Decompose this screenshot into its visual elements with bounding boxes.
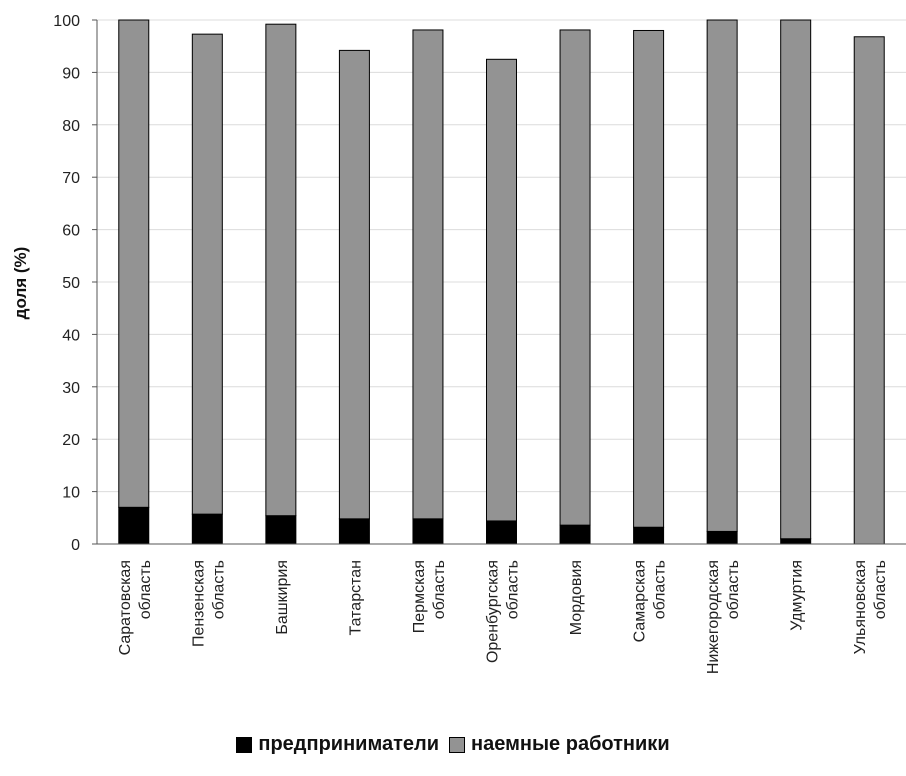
category-label: Нижегородская [705, 560, 722, 674]
category-label: Мордовия [568, 560, 585, 635]
category-label: Татарстан [347, 560, 364, 635]
y-tick-label: 20 [62, 432, 80, 449]
category-label: Самарская [632, 560, 649, 642]
category-label: область [505, 560, 522, 619]
y-tick-label: 50 [62, 275, 80, 292]
y-tick-label: 30 [62, 380, 80, 397]
y-tick-label: 80 [62, 118, 80, 135]
bar-entrepreneurs [780, 538, 812, 545]
category-label: Пермская [411, 560, 428, 633]
bar-entrepreneurs [706, 530, 738, 545]
legend-swatch-entrepreneurs [236, 736, 253, 753]
category-label: Башкирия [274, 560, 291, 635]
category-label: Саратовская [117, 560, 134, 655]
y-axis-label: доля (%) [11, 247, 30, 320]
category-label: область [431, 560, 448, 619]
category-labels: Саратовская область Пензенская область Башки… [117, 560, 889, 674]
bar-entrepreneurs [412, 518, 444, 545]
legend-label-entrepreneurs: предприниматели [258, 733, 440, 755]
bar-entrepreneurs [633, 526, 665, 545]
y-tick-label: 10 [62, 485, 80, 502]
bar-employees [191, 33, 223, 515]
bar-employees [706, 19, 738, 532]
category-label: область [210, 560, 227, 619]
y-tick-label: 60 [62, 223, 80, 240]
y-tick-label: 100 [53, 13, 80, 30]
legend-item-employees: наемные работники [449, 733, 670, 756]
legend-item-entrepreneurs: предприниматели [236, 733, 439, 756]
bar-employees [486, 58, 517, 522]
bar-entrepreneurs [559, 524, 591, 545]
bar-entrepreneurs [486, 520, 517, 545]
bar-employees [118, 19, 150, 508]
bar-employees [559, 29, 591, 526]
y-tick-label: 0 [71, 537, 80, 554]
bar-entrepreneurs [265, 515, 297, 545]
legend-label-employees: наемные работники [471, 733, 670, 755]
y-tick-labels: 0 10 20 30 40 50 60 70 80 90 100 [53, 13, 80, 554]
category-label: область [652, 560, 669, 619]
bar-employees [780, 19, 812, 540]
bar-employees [412, 29, 444, 520]
category-label: Оренбургская [485, 560, 502, 663]
y-tick-label: 90 [62, 65, 80, 82]
category-label: Пензенская [190, 560, 207, 647]
category-label: Ульяновская [852, 560, 869, 654]
bar-employees [338, 49, 370, 520]
y-tick-label: 70 [62, 170, 80, 187]
bar-employees [853, 36, 885, 545]
bars-group [118, 19, 885, 545]
y-tick-label: 40 [62, 327, 80, 344]
legend: предприниматели наемные работники [0, 733, 906, 756]
bar-employees [633, 29, 665, 528]
bar-entrepreneurs [191, 513, 223, 545]
legend-swatch-employees [449, 736, 466, 753]
bar-employees [265, 23, 297, 517]
category-label: область [137, 560, 154, 619]
category-label: область [725, 560, 742, 619]
bar-entrepreneurs [338, 518, 370, 545]
category-label: Удмуртия [789, 560, 806, 631]
axes [92, 19, 906, 545]
category-label: область [872, 560, 889, 619]
bar-entrepreneurs [118, 506, 150, 545]
